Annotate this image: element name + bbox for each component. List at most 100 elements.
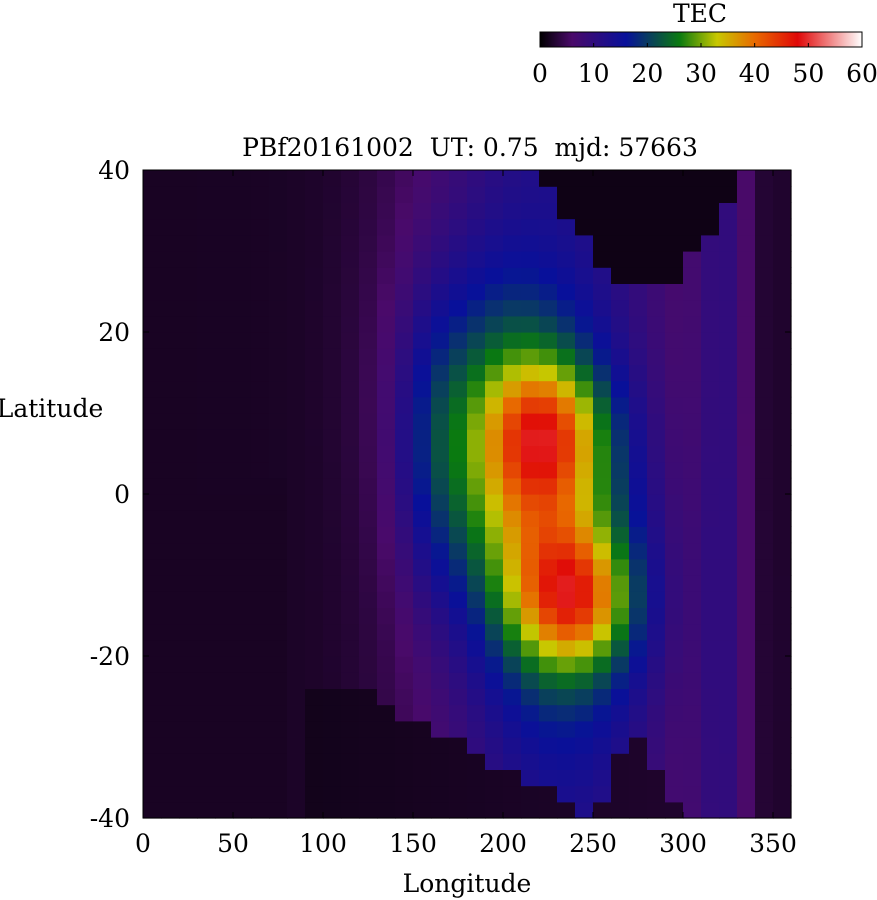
heatmap-cell	[719, 445, 738, 463]
heatmap-cell	[737, 542, 756, 560]
heatmap-cell	[683, 477, 702, 495]
heatmap-cell	[341, 591, 360, 608]
heatmap-cell	[683, 380, 702, 398]
heatmap-cell	[593, 429, 612, 446]
heatmap-cell	[233, 299, 252, 317]
heatmap-cell	[503, 477, 522, 495]
heatmap-cell	[251, 445, 270, 463]
heatmap-cell	[719, 753, 738, 770]
heatmap-cell	[233, 202, 252, 220]
heatmap-cell	[269, 542, 288, 560]
heatmap-cell	[269, 607, 288, 625]
heatmap-cell	[215, 704, 234, 722]
heatmap-cell	[593, 558, 612, 576]
heatmap-cell	[593, 413, 612, 430]
heatmap-cell	[377, 477, 396, 495]
heatmap-cell	[179, 267, 198, 284]
heatmap-cell	[611, 656, 630, 673]
heatmap-cell	[647, 413, 666, 430]
heatmap-cell	[701, 202, 720, 220]
heatmap-cell	[431, 380, 450, 398]
heatmap-cell	[539, 753, 558, 770]
heatmap-cell	[485, 753, 504, 770]
heatmap-cell	[395, 785, 414, 803]
heatmap-cell	[449, 656, 468, 673]
heatmap-cell	[575, 234, 594, 252]
heatmap-cell	[575, 170, 594, 187]
heatmap-cell	[593, 315, 612, 333]
heatmap-cell	[701, 510, 720, 527]
heatmap-cell	[485, 591, 504, 608]
heatmap-cell	[485, 575, 504, 592]
heatmap-cell	[269, 396, 288, 414]
heatmap-cell	[521, 299, 540, 317]
heatmap-cell	[575, 591, 594, 608]
heatmap-cell	[251, 575, 270, 592]
heatmap-cell	[143, 380, 162, 398]
heatmap-cell	[233, 170, 252, 187]
heatmap-cell	[233, 429, 252, 446]
heatmap-cell	[575, 186, 594, 203]
heatmap-cell	[395, 688, 414, 706]
heatmap-cell	[431, 494, 450, 511]
heatmap-cell	[665, 445, 684, 463]
heatmap-cell	[773, 672, 792, 689]
heatmap-cell	[233, 348, 252, 365]
heatmap-cell	[737, 801, 756, 819]
y-tick-label: 40	[98, 156, 130, 185]
heatmap-cell	[323, 623, 342, 641]
heatmap-cell	[611, 737, 630, 754]
heatmap-cell	[593, 299, 612, 317]
heatmap-cell	[521, 251, 540, 268]
heatmap-cell	[647, 267, 666, 284]
heatmap-cell	[431, 364, 450, 382]
heatmap-cell	[557, 494, 576, 511]
heatmap-cell	[647, 202, 666, 220]
heatmap-cell	[161, 494, 180, 511]
heatmap-cell	[251, 785, 270, 803]
heatmap-cell	[647, 720, 666, 738]
heatmap-cell	[521, 445, 540, 463]
heatmap-cell	[305, 429, 324, 446]
heatmap-cell	[575, 364, 594, 382]
heatmap-cell	[413, 396, 432, 414]
heatmap-cell	[323, 445, 342, 463]
heatmap-cell	[197, 785, 216, 803]
heatmap-cell	[305, 607, 324, 625]
heatmap-cell	[269, 623, 288, 641]
heatmap-cell	[161, 753, 180, 770]
heatmap-cell	[161, 218, 180, 236]
heatmap-cell	[305, 283, 324, 301]
heatmap-cell	[521, 348, 540, 365]
heatmap-cell	[737, 753, 756, 770]
heatmap-cell	[413, 413, 432, 430]
heatmap-cell	[755, 315, 774, 333]
heatmap-cell	[251, 267, 270, 284]
heatmap-cell	[737, 639, 756, 657]
heatmap-cell	[521, 494, 540, 511]
heatmap-cell	[287, 445, 306, 463]
heatmap-cell	[269, 283, 288, 301]
heatmap-cell	[359, 558, 378, 576]
heatmap-cell	[305, 413, 324, 430]
heatmap-cell	[683, 688, 702, 706]
heatmap-cell	[323, 639, 342, 657]
heatmap-cell	[701, 429, 720, 446]
heatmap-cell	[341, 170, 360, 187]
heatmap-cell	[197, 283, 216, 301]
heatmap-cell	[701, 575, 720, 592]
heatmap-cell	[665, 299, 684, 317]
heatmap-cell	[701, 396, 720, 414]
heatmap-cell	[773, 396, 792, 414]
heatmap-cell	[593, 639, 612, 657]
heatmap-cell	[431, 769, 450, 787]
heatmap-cell	[467, 639, 486, 657]
heatmap-cell	[305, 251, 324, 268]
heatmap-cell	[341, 801, 360, 819]
heatmap-cell	[701, 332, 720, 349]
heatmap-cell	[719, 607, 738, 625]
heatmap-cell	[449, 186, 468, 203]
heatmap-cell	[143, 801, 162, 819]
heatmap-cell	[683, 396, 702, 414]
heatmap-cell	[395, 801, 414, 819]
